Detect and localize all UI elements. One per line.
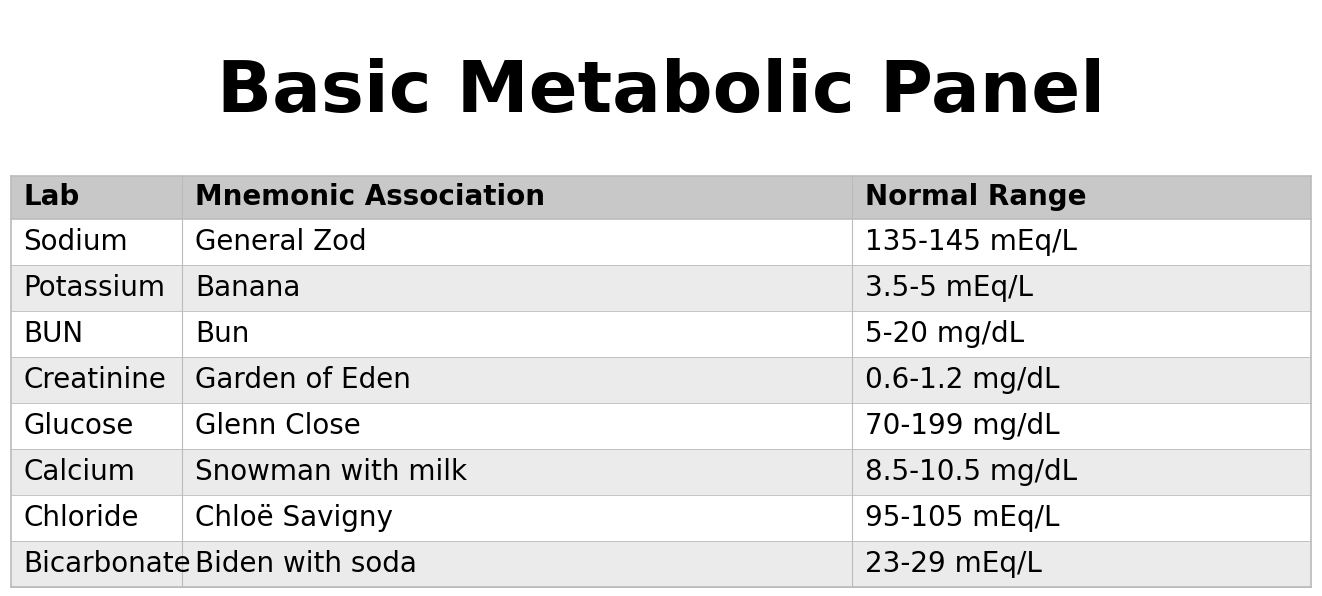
Text: Calcium: Calcium — [24, 458, 135, 486]
Text: Garden of Eden: Garden of Eden — [196, 366, 411, 394]
Text: Glenn Close: Glenn Close — [196, 412, 361, 440]
Text: 3.5-5 mEq/L: 3.5-5 mEq/L — [865, 274, 1034, 302]
Text: Normal Range: Normal Range — [865, 184, 1087, 212]
Bar — [11, 219, 1311, 265]
Bar — [11, 357, 1311, 403]
Text: Banana: Banana — [196, 274, 300, 302]
Text: 70-199 mg/dL: 70-199 mg/dL — [865, 412, 1060, 440]
Text: 8.5-10.5 mg/dL: 8.5-10.5 mg/dL — [865, 458, 1077, 486]
Text: Sodium: Sodium — [24, 228, 128, 256]
Bar — [11, 311, 1311, 357]
Text: 5-20 mg/dL: 5-20 mg/dL — [865, 320, 1025, 348]
Text: Glucose: Glucose — [24, 412, 134, 440]
Text: Snowman with milk: Snowman with milk — [196, 458, 467, 486]
Text: Lab: Lab — [24, 184, 79, 212]
Text: BUN: BUN — [24, 320, 83, 348]
Bar — [11, 495, 1311, 541]
Text: Bicarbonate: Bicarbonate — [24, 550, 192, 578]
Text: Biden with soda: Biden with soda — [196, 550, 418, 578]
Text: Basic Metabolic Panel: Basic Metabolic Panel — [217, 58, 1105, 127]
Text: Mnemonic Association: Mnemonic Association — [196, 184, 545, 212]
Text: 135-145 mEq/L: 135-145 mEq/L — [865, 228, 1077, 256]
Text: 95-105 mEq/L: 95-105 mEq/L — [865, 504, 1060, 532]
Bar — [11, 176, 1311, 219]
Text: Chloride: Chloride — [24, 504, 139, 532]
Text: Bun: Bun — [196, 320, 250, 348]
Bar — [11, 403, 1311, 449]
Bar — [11, 265, 1311, 311]
Text: 0.6-1.2 mg/dL: 0.6-1.2 mg/dL — [865, 366, 1060, 394]
Bar — [11, 541, 1311, 587]
Text: 23-29 mEq/L: 23-29 mEq/L — [865, 550, 1042, 578]
Text: General Zod: General Zod — [196, 228, 368, 256]
Text: Chloë Savigny: Chloë Savigny — [196, 504, 393, 532]
Text: Potassium: Potassium — [24, 274, 165, 302]
Text: Creatinine: Creatinine — [24, 366, 167, 394]
Bar — [11, 449, 1311, 495]
